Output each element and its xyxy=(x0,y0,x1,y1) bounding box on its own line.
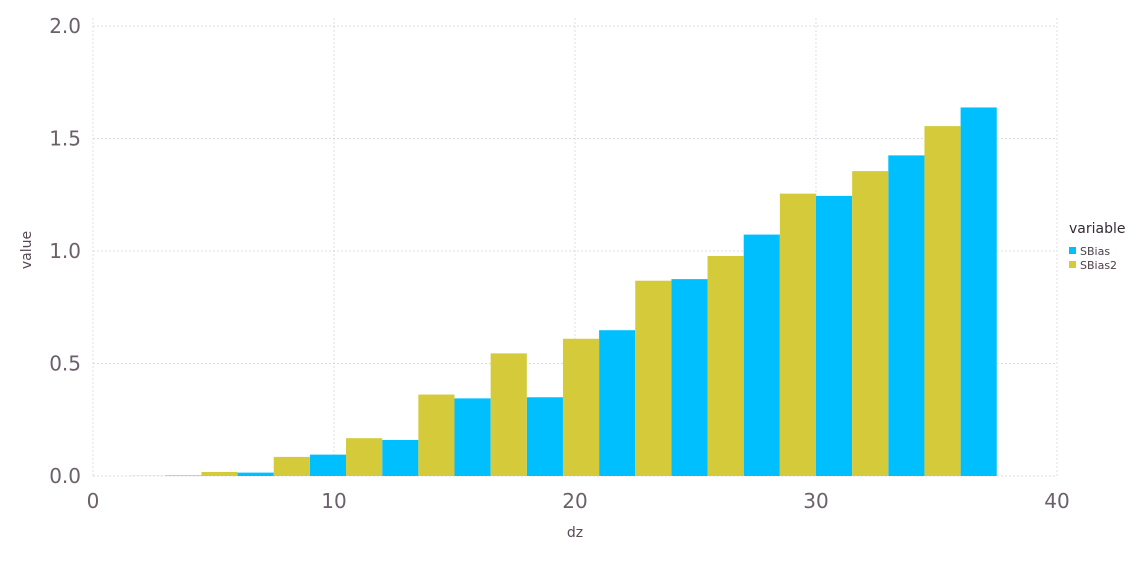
tick-labels: 0 10 20 30 40 0.0 0.5 1.0 1.5 2.0 xyxy=(49,14,1070,513)
bar-sbias2 xyxy=(490,353,527,476)
bar-sbias xyxy=(309,454,347,476)
bar-sbias2 xyxy=(852,171,889,476)
bar-sbias2 xyxy=(707,255,744,476)
bar-sbias xyxy=(960,107,997,476)
bar-sbias2 xyxy=(779,193,816,476)
x-tick-label: 10 xyxy=(321,489,346,513)
bar-sbias2 xyxy=(346,438,383,476)
y-tick-label: 1.5 xyxy=(49,127,81,151)
y-tick-label: 1.0 xyxy=(49,239,81,263)
x-tick-label: 20 xyxy=(562,489,587,513)
bar-sbias xyxy=(888,155,925,476)
bar-sbias2 xyxy=(273,456,310,476)
legend-label-sbias2: SBias2 xyxy=(1080,259,1117,272)
bar-sbias2 xyxy=(562,338,600,476)
y-tick-label: 0.0 xyxy=(49,464,81,488)
bar-sbias xyxy=(454,398,491,476)
x-tick-label: 40 xyxy=(1044,489,1069,513)
legend-title: variable xyxy=(1069,221,1125,237)
x-tick-label: 0 xyxy=(87,489,100,513)
bar-sbias2 xyxy=(201,471,238,476)
legend-label-sbias: SBias xyxy=(1080,245,1110,258)
y-tick-label: 0.5 xyxy=(49,352,81,376)
y-axis-title: value xyxy=(19,231,35,269)
bar-sbias2 xyxy=(635,280,672,476)
bar-sbias xyxy=(526,397,563,476)
legend: variable SBias SBias2 xyxy=(1069,221,1125,272)
bar-sbias xyxy=(599,330,636,476)
legend-swatch-sbias2 xyxy=(1069,261,1076,268)
bar-sbias xyxy=(671,279,708,476)
y-tick-label: 2.0 xyxy=(49,14,81,38)
bar-sbias xyxy=(743,234,780,476)
bar-sbias2 xyxy=(418,394,455,476)
bar-sbias2 xyxy=(924,126,961,476)
bar-sbias xyxy=(237,472,274,476)
x-tick-label: 30 xyxy=(803,489,828,513)
x-axis-title: dz xyxy=(567,525,583,541)
bar-sbias xyxy=(382,440,419,476)
bars xyxy=(129,107,997,476)
bar-sbias xyxy=(816,195,853,476)
legend-swatch-sbias xyxy=(1069,247,1076,254)
